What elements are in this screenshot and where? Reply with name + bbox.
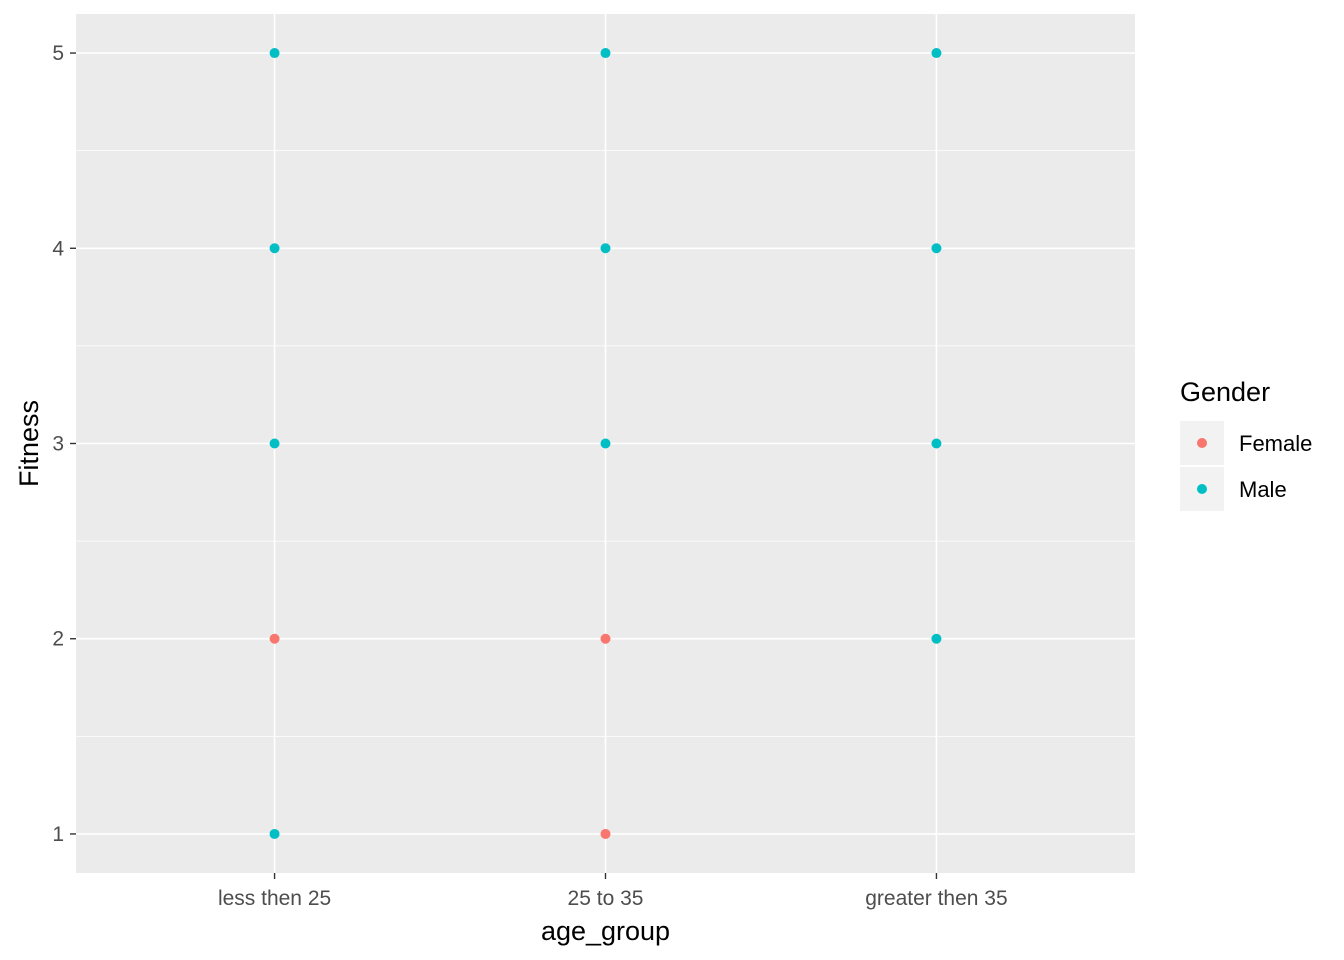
y-axis-ticks: 1 2 3 4 5 — [52, 42, 76, 846]
data-point-female — [600, 633, 611, 644]
data-point-male — [931, 243, 942, 254]
y-tick-label: 3 — [52, 433, 64, 456]
data-point-male — [600, 438, 611, 449]
data-points — [269, 48, 942, 839]
legend-marker-male — [1197, 484, 1207, 494]
data-point-male — [931, 633, 942, 644]
x-tick-label: 25 to 35 — [568, 887, 644, 910]
y-tick-label: 1 — [52, 823, 64, 846]
legend-marker-female — [1197, 438, 1207, 448]
data-point-female — [600, 828, 611, 839]
y-tick-label: 2 — [52, 628, 64, 651]
legend-label: Male — [1239, 477, 1287, 502]
legend-label: Female — [1239, 431, 1312, 456]
data-point-male — [269, 438, 280, 449]
data-point-male — [600, 48, 611, 59]
y-tick-label: 5 — [52, 42, 64, 65]
data-point-female — [269, 633, 280, 644]
x-tick-label: less then 25 — [218, 887, 331, 910]
x-axis-ticks: less then 25 25 to 35 greater then 35 — [218, 873, 1008, 910]
data-point-male — [931, 438, 942, 449]
legend: Gender Female Male — [1180, 377, 1312, 511]
data-point-male — [269, 48, 280, 59]
data-point-male — [269, 828, 280, 839]
x-tick-label: greater then 35 — [865, 887, 1007, 910]
data-point-male — [931, 48, 942, 59]
y-tick-label: 4 — [52, 237, 64, 260]
y-axis-title: Fitness — [14, 400, 44, 487]
data-point-male — [600, 243, 611, 254]
x-axis-title: age_group — [541, 916, 670, 946]
data-point-male — [269, 243, 280, 254]
legend-title: Gender — [1180, 377, 1270, 407]
